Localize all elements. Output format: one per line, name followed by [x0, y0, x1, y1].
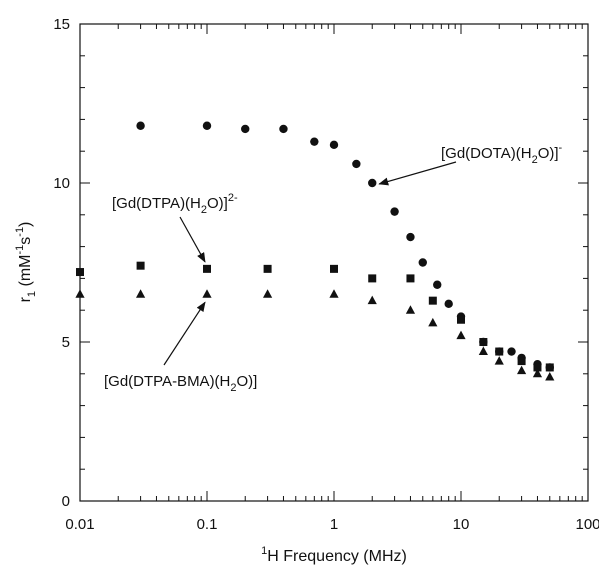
annotation-dtpa-bma-label: [Gd(DTPA-BMA)(H2O)] [104, 373, 257, 394]
data-point-square [457, 315, 465, 324]
data-point-square [517, 357, 526, 366]
data-point-triangle [545, 371, 555, 381]
data-point-circle [241, 124, 250, 134]
data-point-triangle [516, 365, 527, 375]
data-point-triangle [367, 295, 377, 305]
data-point-square [495, 347, 504, 356]
data-point-circle [352, 159, 361, 169]
data-point-square [76, 268, 84, 277]
data-point-square [406, 274, 415, 283]
y-tick-label: 5 [62, 334, 70, 351]
y-axis-tick-labels: 0 5 10 15 [53, 16, 70, 510]
annotation-dota-arrow [378, 161, 457, 186]
x-tick-label: 0.1 [197, 516, 218, 533]
data-point-square [368, 274, 377, 283]
data-point-circle [368, 178, 377, 188]
data-point-square [263, 264, 272, 273]
data-point-triangle [202, 289, 212, 298]
data-point-circle [202, 121, 212, 130]
x-tick-label: 0.01 [65, 516, 94, 533]
data-point-triangle [456, 330, 466, 340]
data-points [75, 121, 555, 381]
data-point-circle [390, 207, 399, 216]
y-axis-ticks [80, 23, 588, 502]
annotation-dota-label: [Gd(DOTA)(H2O)]- [441, 142, 563, 166]
x-axis-ticks [79, 24, 583, 501]
x-tick-label: 10 [453, 516, 470, 533]
data-point-circle [433, 280, 442, 289]
data-point-circle [279, 124, 288, 134]
annotation-dtpa-bma-arrow [163, 301, 206, 366]
data-point-square [479, 338, 488, 346]
y-tick-label: 0 [62, 493, 70, 510]
x-axis-label: 1H Frequency (MHz) [261, 545, 407, 565]
data-point-circle [136, 121, 145, 130]
data-point-square [545, 363, 554, 372]
data-point-triangle [405, 305, 416, 314]
data-point-circle [329, 140, 339, 150]
x-axis-tick-labels: 0.01 0.1 1 10 100 [65, 516, 599, 533]
data-point-triangle [75, 289, 85, 298]
data-point-triangle [135, 289, 146, 298]
data-point-triangle [478, 346, 488, 356]
y-axis-label: r1 (mM-1s-1) [14, 222, 38, 303]
x-tick-label: 1 [330, 516, 338, 533]
data-point-square [136, 261, 145, 270]
data-point-triangle [494, 356, 504, 365]
y-tick-label: 15 [53, 16, 70, 33]
data-point-triangle [428, 317, 438, 327]
y-tick-label: 10 [53, 175, 70, 192]
data-point-circle [507, 347, 516, 356]
data-point-triangle [262, 289, 273, 298]
data-point-circle [418, 258, 427, 267]
data-point-square [330, 264, 338, 273]
data-point-triangle [532, 368, 543, 378]
data-point-triangle [329, 289, 339, 298]
data-point-circle [310, 137, 319, 146]
annotation-dtpa-label: [Gd(DTPA)(H2O)]2- [112, 192, 238, 216]
x-tick-label: 100 [575, 516, 599, 533]
data-point-circle [406, 232, 415, 242]
annotation-dtpa-arrow [179, 216, 206, 263]
plot-area-frame [79, 23, 589, 502]
data-point-square [533, 363, 542, 372]
data-point-square [203, 264, 211, 273]
data-point-square [428, 296, 437, 305]
data-point-circle [444, 299, 453, 309]
